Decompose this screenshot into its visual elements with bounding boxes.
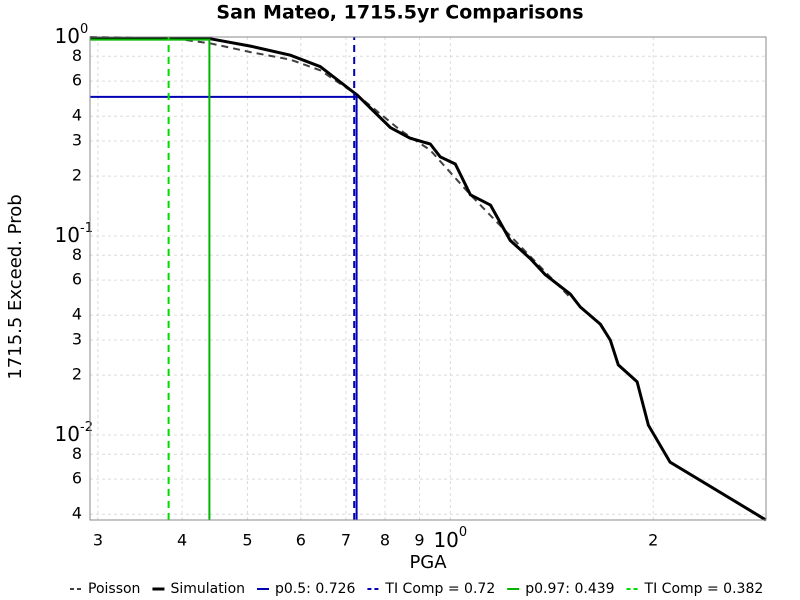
series-line <box>90 95 358 520</box>
x-tick-label: 3 <box>93 531 103 550</box>
y-tick-base: 10 <box>55 223 80 247</box>
y-tick-label: 3 <box>72 131 82 150</box>
y-tick-label: 6 <box>72 469 82 488</box>
legend-label: p0.97: 0.439 <box>525 581 614 597</box>
y-tick-label: 4 <box>72 504 82 523</box>
x-tick-label: 2 <box>648 531 658 550</box>
chart-title: San Mateo, 1715.5yr Comparisons <box>216 2 583 24</box>
legend-label: Poisson <box>88 581 140 597</box>
legend-label: Simulation <box>170 581 245 597</box>
series-line <box>89 36 572 299</box>
x-tick-label: 4 <box>177 531 187 550</box>
x-tick-label: 5 <box>242 531 252 550</box>
plot-border <box>89 36 767 521</box>
y-axis-label: 1715.5 Exceed. Prob <box>5 194 26 379</box>
legend-label: TI Comp = 0.72 <box>384 581 495 597</box>
y-tick-label: 8 <box>72 444 82 463</box>
x-tick-label: 6 <box>296 531 306 550</box>
y-tick-exponent: -1 <box>80 221 93 236</box>
legend-label: TI Comp = 0.382 <box>644 581 764 597</box>
y-tick-exponent: -2 <box>80 420 93 435</box>
series-line <box>90 38 211 520</box>
x-tick-exponent: 0 <box>459 525 467 540</box>
y-tick-label: 4 <box>72 106 82 125</box>
y-tick-label: 3 <box>72 330 82 349</box>
y-tick-label: 100 <box>55 22 89 48</box>
y-tick-label: 6 <box>72 71 82 90</box>
y-tick-label: 10-2 <box>55 420 93 446</box>
x-tick-label: 7 <box>341 531 351 550</box>
series-line <box>89 36 767 522</box>
legend-label: p0.5: 0.726 <box>275 581 355 597</box>
x-axis-label: PGA <box>409 552 447 573</box>
y-tick-label: 6 <box>72 270 82 289</box>
y-tick-label: 8 <box>72 46 82 65</box>
y-tick-label: 2 <box>72 166 82 185</box>
x-tick-label: 9 <box>414 531 424 550</box>
y-tick-exponent: 0 <box>80 22 88 37</box>
x-tick-label: 100 <box>433 525 467 552</box>
x-tick-base: 10 <box>433 528 458 552</box>
plot-area <box>89 36 767 521</box>
x-tick-label: 8 <box>380 531 390 550</box>
y-tick-base: 10 <box>55 24 80 48</box>
y-tick-label: 10-1 <box>55 221 93 247</box>
y-tick-label: 4 <box>72 305 82 324</box>
y-tick-label: 8 <box>72 245 82 264</box>
y-tick-label: 2 <box>72 365 82 384</box>
y-tick-base: 10 <box>55 422 80 446</box>
